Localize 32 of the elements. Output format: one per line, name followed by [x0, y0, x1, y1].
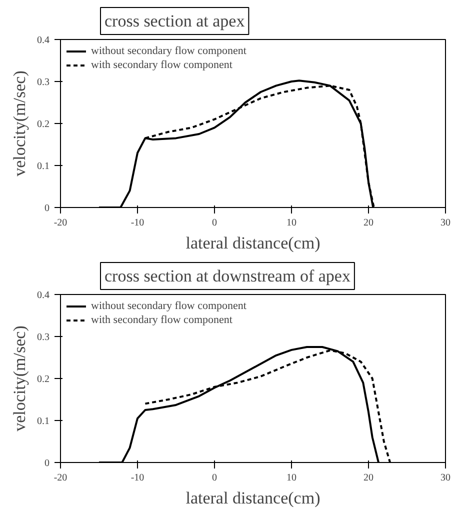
- x-tick-label: -10: [130, 472, 144, 484]
- y-tick-label: 0.2: [37, 119, 50, 130]
- x-tick-label: 0: [212, 218, 217, 228]
- x-tick-label: 20: [364, 218, 374, 228]
- x-axis-title: lateral distance(cm): [186, 234, 320, 252]
- x-axis-title: lateral distance(cm): [186, 488, 320, 508]
- legend-label: without secondary flow component: [91, 300, 246, 312]
- x-tick-label: -20: [54, 218, 68, 228]
- y-tick-label: 0.4: [37, 290, 50, 301]
- x-tick-label: 30: [440, 218, 450, 228]
- y-tick-label: 0.3: [37, 77, 50, 88]
- y-axis-title: velocity(m/sec): [10, 326, 29, 432]
- y-tick-label: 0: [44, 458, 50, 469]
- x-tick-label: 20: [364, 472, 374, 484]
- x-tick-label: -10: [130, 218, 144, 228]
- y-tick-label: 0.1: [37, 416, 50, 427]
- chart-title: cross section at downstream of apex: [104, 266, 351, 286]
- x-tick-label: 0: [212, 472, 217, 484]
- y-tick-label: 0.1: [37, 161, 50, 172]
- x-tick-label: 10: [286, 472, 296, 484]
- legend-label: with secondary flow component: [91, 59, 232, 71]
- x-tick-label: 10: [286, 218, 296, 228]
- legend-label: without secondary flow component: [91, 45, 246, 57]
- chart-title: cross section at apex: [104, 12, 246, 30]
- y-tick-label: 0.3: [37, 332, 50, 343]
- y-tick-label: 0: [44, 203, 50, 214]
- y-tick-label: 0.2: [37, 374, 50, 385]
- y-tick-label: 0.4: [37, 35, 50, 46]
- x-tick-label: 30: [440, 472, 450, 484]
- x-tick-label: -20: [54, 472, 68, 484]
- y-axis-title: velocity(m/sec): [10, 70, 29, 176]
- legend-label: with secondary flow component: [91, 314, 232, 326]
